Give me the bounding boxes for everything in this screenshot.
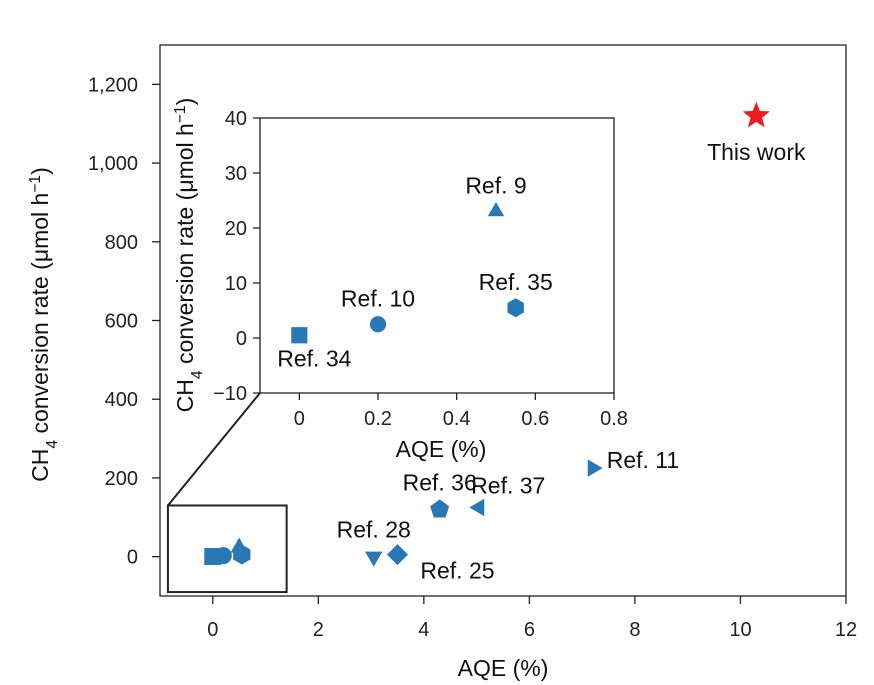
main-point-label-ref-37: Ref. 37 xyxy=(471,472,545,498)
inset-x-axis-label: AQE (%) xyxy=(396,436,487,462)
main-point-ref-28 xyxy=(365,551,383,567)
inset-point-ref-10 xyxy=(369,316,387,333)
main-x-tick-label-6: 6 xyxy=(524,619,535,641)
zoom-box xyxy=(166,504,288,594)
inset-point-ref-35 xyxy=(507,298,524,318)
inset-plot: 0 0.2 0.4 0.6 0.8 −10 0 10 20 30 40 AQE (%) CH4 conv… xyxy=(172,98,628,462)
inset-y-tick-label-20: 20 xyxy=(225,218,247,240)
inset-x-tick-label-0: 0 xyxy=(294,408,305,430)
main-y-axis-label: CH4 conversion rate (μmol h−1) xyxy=(27,167,61,482)
main-point-ref-37 xyxy=(469,498,485,517)
inset-y-tick-label-40: 40 xyxy=(225,108,247,130)
main-y-tick-label-200: 200 xyxy=(105,468,138,490)
main-x-tick-label-4: 4 xyxy=(418,619,429,641)
inset-y-axis-label-suffix: ) xyxy=(172,98,198,106)
inset-y-tick-label-10: 10 xyxy=(225,273,247,295)
main-point-this-work xyxy=(742,101,770,128)
inset-x-tick-label-0-4: 0.4 xyxy=(443,408,471,430)
zoom-connector-line xyxy=(167,392,261,507)
main-x-tick-label-10: 10 xyxy=(729,619,751,641)
main-y-axis-label-suffix: ) xyxy=(27,167,53,175)
inset-x-tick-label-0-2: 0.2 xyxy=(364,408,392,430)
main-point-label-ref-28: Ref. 28 xyxy=(337,517,411,543)
main-x-axis-label: AQE (%) xyxy=(458,655,549,681)
inset-y-axis-label-prefix: CH xyxy=(172,379,198,412)
inset-y-axis-label: CH4 conversion rate (μmol h−1) xyxy=(172,98,206,413)
inset-x-tick-label-0-6: 0.6 xyxy=(521,408,549,430)
main-y-axis-label-sub: 4 xyxy=(44,440,61,449)
inset-y-tick-label-0: 0 xyxy=(236,328,247,350)
inset-plot-frame xyxy=(259,117,615,394)
inset-point-label-ref-9: Ref. 9 xyxy=(465,173,526,199)
inset-x-tick-label-0-8: 0.8 xyxy=(600,408,628,430)
main-y-axis-label-prefix: CH xyxy=(27,449,53,482)
main-y-axis-label-mid: conversion rate (μmol h xyxy=(27,193,53,440)
main-point-label-this-work: This work xyxy=(707,139,806,165)
main-x-tick-label-0: 0 xyxy=(207,619,218,641)
inset-y-tick-label-10: −10 xyxy=(213,383,247,405)
inset-y-axis-label-mid: conversion rate (μmol h xyxy=(172,123,198,370)
main-point-label-ref-11: Ref. 11 xyxy=(607,447,679,473)
main-y-tick-label-400: 400 xyxy=(105,389,138,411)
inset-point-ref-34 xyxy=(291,327,308,344)
main-y-tick-label-1000: 1,000 xyxy=(88,153,138,175)
main-point-label-ref-36: Ref. 36 xyxy=(403,469,477,495)
main-point-ref-25 xyxy=(386,544,408,566)
main-y-tick-label-0: 0 xyxy=(127,547,138,569)
inset-y-tick-label-30: 30 xyxy=(225,163,247,185)
main-x-tick-label-12: 12 xyxy=(835,619,857,641)
main-y-axis-label-sup: −1 xyxy=(27,175,44,193)
main-x-tick-label-8: 8 xyxy=(629,619,640,641)
inset-point-label-ref-34: Ref. 34 xyxy=(277,345,351,371)
main-point-cluster-7 xyxy=(214,547,232,565)
main-point-ref-36 xyxy=(430,499,450,518)
inset-y-axis-label-sub: 4 xyxy=(189,370,206,379)
inset-point-label-ref-35: Ref. 35 xyxy=(479,269,553,295)
main-y-tick-label-600: 600 xyxy=(105,311,138,333)
inset-y-axis-label-sup: −1 xyxy=(172,105,189,123)
main-y-tick-label-800: 800 xyxy=(105,232,138,254)
main-y-tick-label-1200: 1,200 xyxy=(88,74,138,96)
main-point-cluster-9 xyxy=(233,544,251,565)
main-x-tick-label-2: 2 xyxy=(313,619,324,641)
inset-point-ref-9 xyxy=(487,202,505,217)
main-point-ref-11 xyxy=(587,459,603,477)
main-point-label-ref-25: Ref. 25 xyxy=(420,558,494,584)
zoom-indicator xyxy=(166,392,288,594)
inset-point-label-ref-10: Ref. 10 xyxy=(341,285,415,311)
